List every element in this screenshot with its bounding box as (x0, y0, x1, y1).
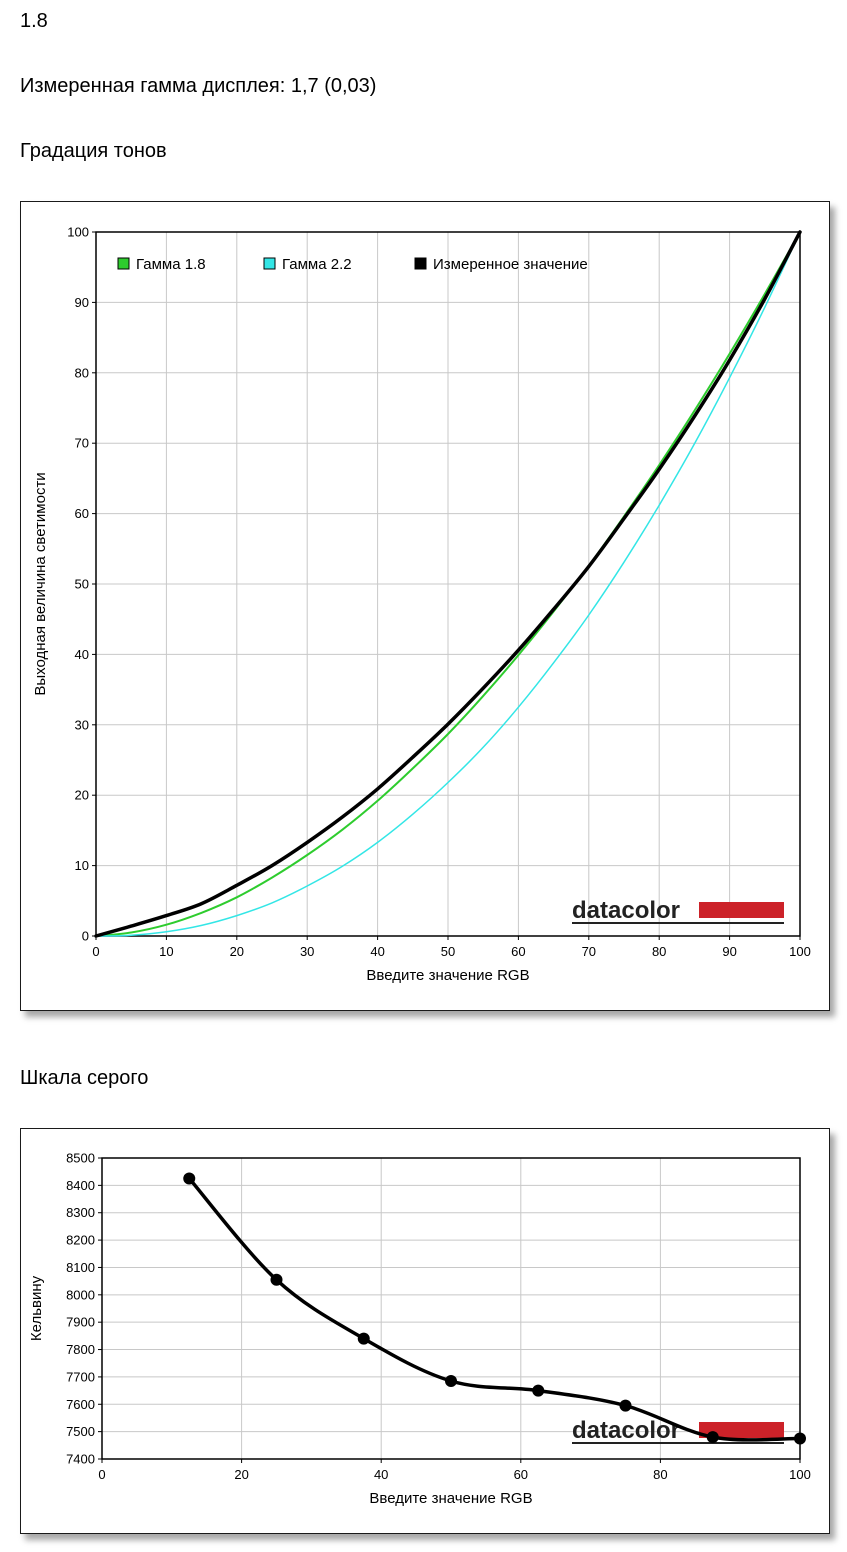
datacolor-logo: datacolor (572, 897, 784, 924)
y-tick-label: 8000 (66, 1287, 95, 1302)
x-tick-label: 40 (374, 1467, 388, 1482)
data-point (532, 1384, 545, 1397)
y-axis-title: Выходная величина светимости (32, 472, 49, 695)
x-tick-label: 60 (511, 944, 525, 959)
y-tick-label: 8300 (66, 1205, 95, 1220)
y-tick-label: 7600 (66, 1397, 95, 1412)
legend-swatch-2 (263, 257, 276, 270)
x-axis-title: Введите значение RGB (366, 967, 529, 984)
y-axis-title: Кельвину (28, 1275, 45, 1341)
chart-grid (95, 231, 801, 937)
y-tick-label: 7700 (66, 1369, 95, 1384)
y-tick-label: 10 (75, 858, 89, 873)
datacolor-logo: datacolor (572, 1417, 784, 1444)
x-tick-label: 40 (370, 944, 384, 959)
series-line-2 (95, 231, 801, 937)
tone-gradation-chart: 0 10 20 30 40 50 60 70 80 90 100 0 10 20 30 40 50 60 70 80 9… (32, 225, 811, 985)
data-point (270, 1273, 283, 1286)
x-tick-label: 50 (441, 944, 455, 959)
x-tick-label: 80 (653, 1467, 667, 1482)
y-tick-label: 7800 (66, 1342, 95, 1357)
y-tick-label: 60 (75, 506, 89, 521)
datacolor-logo-bar (699, 1422, 784, 1438)
x-tick-label: 70 (582, 944, 596, 959)
x-tick-label: 30 (300, 944, 314, 959)
datacolor-logo-bar (699, 902, 784, 918)
y-tick-label: 8100 (66, 1260, 95, 1275)
data-point (706, 1431, 719, 1444)
plot-frame (95, 231, 801, 937)
plot-frame (101, 1157, 801, 1460)
y-tick-label: 8500 (66, 1151, 95, 1166)
data-point (183, 1172, 196, 1185)
series-line-1 (187, 1176, 802, 1442)
x-axis-title: Введите значение RGB (369, 1490, 532, 1507)
x-tick-label: 100 (789, 944, 811, 959)
legend-label-3: Измеренное значение (433, 256, 588, 273)
legend-swatch-3 (414, 257, 427, 270)
y-tick-label: 70 (75, 436, 89, 451)
x-tick-label: 100 (789, 1467, 811, 1482)
x-tick-label: 80 (652, 944, 666, 959)
tone-gradation-title: Градация тонов (20, 140, 167, 162)
x-tick-label: 60 (514, 1467, 528, 1482)
x-tick-label: 20 (230, 944, 244, 959)
y-tick-label: 7500 (66, 1424, 95, 1439)
grayscale-title: Шкала серого (20, 1067, 149, 1089)
gamma-target-value: 1.8 (20, 10, 48, 32)
x-tick-label: 20 (234, 1467, 248, 1482)
legend-label-1: Гамма 1.8 (136, 256, 206, 273)
x-tick-label: 0 (98, 1467, 105, 1482)
x-tick-label: 10 (159, 944, 173, 959)
x-tick-label: 0 (92, 944, 99, 959)
data-point (619, 1399, 632, 1412)
y-tick-label: 90 (75, 295, 89, 310)
y-tick-label: 7900 (66, 1315, 95, 1330)
grayscale-chart: 0 20 40 60 80 100 7400 7500 7600 7700 7800 7900 8000… (28, 1151, 811, 1508)
data-point (445, 1375, 457, 1388)
y-tick-label: 8200 (66, 1233, 95, 1248)
data-point (357, 1332, 370, 1345)
legend-swatch-1 (117, 257, 130, 270)
grayscale-chart-panel: 0 20 40 60 80 100 7400 7500 7600 7700 7800 7900 8000… (20, 1128, 830, 1534)
y-tick-label: 7400 (66, 1452, 95, 1467)
y-tick-label: 30 (75, 717, 89, 732)
y-tick-label: 40 (75, 647, 89, 662)
y-tick-label: 0 (82, 929, 89, 944)
series-line-3 (94, 230, 802, 938)
y-tick-label: 80 (75, 365, 89, 380)
measured-gamma-text: Измеренная гамма дисплея: 1,7 (0,03) (20, 75, 377, 97)
datacolor-logo-text: datacolor (572, 897, 680, 924)
chart-grid (101, 1157, 801, 1460)
tone-gradation-chart-panel: 0 10 20 30 40 50 60 70 80 90 100 0 10 20 30 40 50 60 70 80 9… (20, 201, 830, 1011)
x-tick-label: 90 (722, 944, 736, 959)
y-tick-label: 8400 (66, 1178, 95, 1193)
y-tick-label: 100 (67, 225, 89, 240)
data-point (794, 1432, 806, 1445)
y-tick-label: 20 (75, 788, 89, 803)
datacolor-logo-text: datacolor (572, 1417, 680, 1444)
legend-label-2: Гамма 2.2 (282, 256, 352, 273)
series-line-1 (95, 231, 801, 937)
y-tick-label: 50 (75, 577, 89, 592)
